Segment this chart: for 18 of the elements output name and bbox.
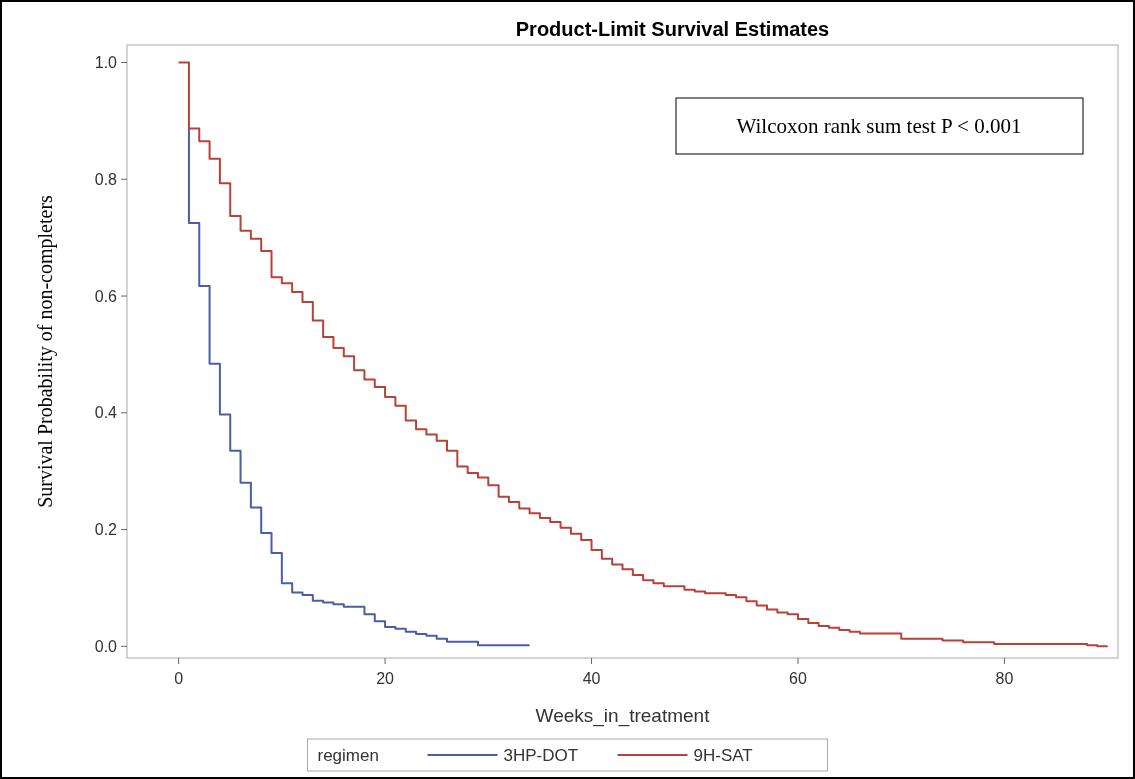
y-axis-title: Survival Probability of non-completers bbox=[34, 194, 57, 508]
legend-label: 9H-SAT bbox=[693, 746, 753, 765]
y-tick-label: 0.0 bbox=[94, 637, 118, 655]
legend-title: regimen bbox=[317, 746, 379, 765]
y-tick-label: 0.2 bbox=[94, 521, 118, 539]
y-tick-label: 0.4 bbox=[94, 404, 118, 422]
x-tick-label: 40 bbox=[582, 670, 601, 687]
x-tick-label: 80 bbox=[995, 670, 1014, 687]
x-tick-label: 60 bbox=[789, 670, 807, 687]
y-tick-label: 0.8 bbox=[94, 170, 118, 188]
y-tick-label: 0.6 bbox=[94, 287, 118, 305]
x-tick-label: 20 bbox=[376, 670, 395, 687]
chart-title: Product-Limit Survival Estimates bbox=[515, 18, 830, 40]
y-tick-label: 1.0 bbox=[94, 54, 118, 72]
legend-label: 3HP-DOT bbox=[503, 746, 579, 765]
x-axis-title: Weeks_in_treatment bbox=[535, 705, 711, 727]
x-tick-label: 0 bbox=[174, 670, 184, 687]
annotation: Wilcoxon rank sum test P < 0.001 bbox=[736, 114, 1022, 138]
